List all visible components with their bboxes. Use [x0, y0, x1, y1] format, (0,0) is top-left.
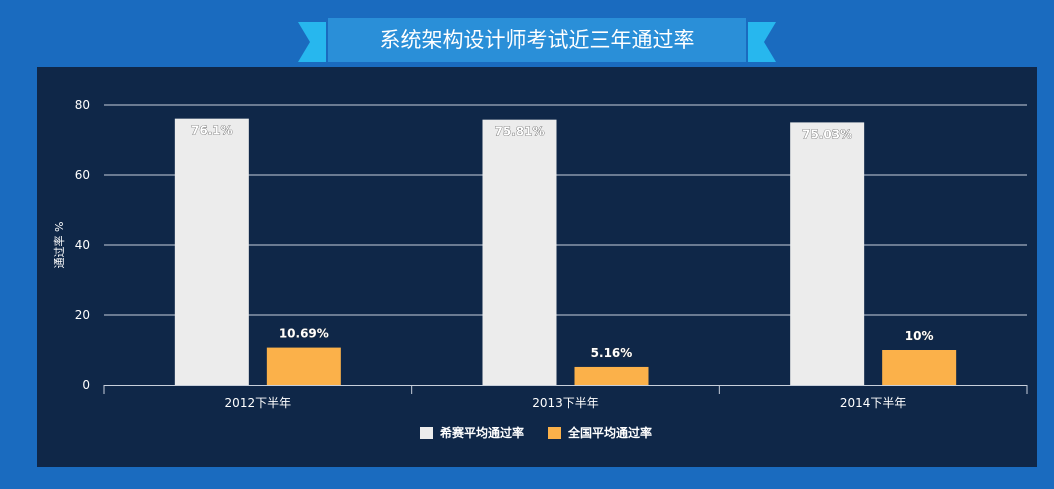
title-banner: 系统架构设计师考试近三年通过率 — [298, 18, 776, 66]
data-label: 75.81% — [495, 125, 545, 139]
bar-xisai — [174, 118, 249, 386]
banner-ribbon — [298, 18, 776, 62]
y-tick-label: 60 — [75, 168, 90, 182]
bar-national — [882, 350, 957, 385]
x-tick-label: 2013下半年 — [532, 396, 599, 410]
bar-national — [266, 347, 341, 385]
data-label: 10.69% — [279, 327, 329, 341]
y-tick-label: 0 — [82, 378, 90, 392]
bar-chart: 0 20 40 60 80 通过率 % 76.1% 10.69% 2012下半年 75.81% 5.… — [52, 98, 1028, 440]
banner-title: 系统架构设计师考试近三年通过率 — [379, 28, 695, 52]
chart-panel: 0 20 40 60 80 通过率 % 76.1% 10.69% 2012下半年 75.81% 5.… — [37, 67, 1037, 467]
data-label: 75.03% — [802, 127, 852, 141]
data-label: 76.1% — [191, 124, 233, 138]
bar-national — [574, 366, 649, 385]
data-label: 5.16% — [591, 346, 633, 360]
legend-label: 希赛平均通过率 — [439, 425, 524, 440]
data-label: 10% — [905, 329, 934, 343]
legend-label: 全国平均通过率 — [567, 425, 652, 440]
bar-xisai — [790, 122, 865, 385]
x-tick-label: 2014下半年 — [840, 396, 907, 410]
legend-swatch — [420, 427, 433, 439]
y-axis-title: 通过率 % — [52, 222, 66, 269]
y-tick-label: 40 — [75, 238, 90, 252]
bar-xisai — [482, 119, 557, 385]
y-tick-label: 20 — [75, 308, 90, 322]
banner-left-tail — [298, 22, 326, 62]
x-tick-label: 2012下半年 — [225, 396, 292, 410]
y-tick-label: 80 — [75, 98, 90, 112]
banner-right-tail — [748, 22, 776, 62]
legend-swatch — [548, 427, 561, 439]
banner-body — [328, 18, 746, 62]
